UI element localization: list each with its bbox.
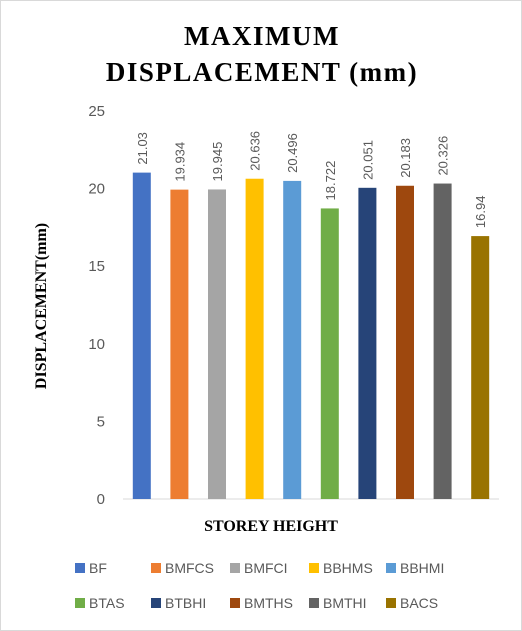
bar-btas	[320, 208, 339, 499]
chart-title-line-1: MAXIMUM	[184, 21, 340, 51]
legend-label-bbhms: BBHMS	[323, 560, 373, 576]
legend-swatch-bbhmi	[386, 563, 396, 573]
chart-title-line-2: DISPLACEMENT (mm)	[106, 57, 418, 87]
y-tick-label: 25	[88, 103, 105, 120]
bar-bacs	[471, 236, 490, 500]
y-tick-label: 0	[97, 491, 105, 508]
y-tick-label: 10	[88, 336, 105, 353]
legend-label-bacs: BACS	[400, 595, 438, 611]
legend-label-bmths: BMTHS	[244, 595, 293, 611]
bar-bmthi	[433, 183, 452, 500]
legend-swatch-bbhms	[309, 563, 319, 573]
bar-bf	[132, 172, 151, 500]
data-label-bbhms: 20.636	[248, 131, 263, 171]
data-label-bacs: 16.94	[473, 196, 488, 229]
bar-bmfci	[208, 189, 226, 499]
legend-label-btas: BTAS	[89, 595, 125, 611]
data-label-btas: 18.722	[323, 161, 338, 201]
legend: BF BMFCS BMFCI BBHMS BBHMI BTAS BTBHI BMTHS BMTH…	[75, 560, 444, 611]
legend-label-bf: BF	[89, 560, 107, 576]
data-label-btbhi: 20.051	[360, 140, 375, 180]
legend-swatch-bf	[75, 563, 85, 573]
legend-swatch-bmfcs	[151, 563, 161, 573]
data-label-bmthi: 20.326	[436, 136, 451, 176]
data-label-bbhmi: 20.496	[285, 133, 300, 173]
y-tick-label: 5	[97, 413, 105, 430]
y-tick-label: 20	[88, 181, 105, 198]
data-label-bf: 21.03	[135, 132, 150, 165]
legend-swatch-bmths	[230, 598, 240, 608]
bar-bbhmi	[283, 180, 302, 499]
legend-swatch-btas	[75, 598, 85, 608]
bar-bmths	[396, 185, 414, 500]
y-tick-label: 15	[88, 258, 105, 275]
plot-area: 0 5 10 15 20 25 21.03 19.934 19.945 20.636 20.496 1…	[88, 103, 499, 508]
legend-label-btbhi: BTBHI	[165, 595, 206, 611]
data-label-bmfcs: 19.934	[172, 142, 187, 182]
legend-label-bmthi: BMTHI	[323, 595, 367, 611]
x-axis-label: STOREY HEIGHT	[204, 518, 338, 535]
legend-swatch-bmfci	[230, 563, 240, 573]
y-axis-label: DISPLACEMENT(mm)	[33, 223, 50, 389]
data-label-bmths: 20.183	[398, 138, 413, 178]
legend-label-bbhmi: BBHMI	[400, 560, 444, 576]
bar-btbhi	[358, 187, 377, 500]
bar-bbhms	[245, 178, 264, 499]
legend-swatch-bacs	[386, 598, 396, 608]
legend-label-bmfcs: BMFCS	[165, 560, 214, 576]
legend-swatch-btbhi	[151, 598, 161, 608]
bar-bmfcs	[170, 189, 189, 499]
data-label-bmfci: 19.945	[210, 142, 225, 182]
legend-swatch-bmthi	[309, 598, 319, 608]
legend-label-bmfci: BMFCI	[244, 560, 288, 576]
